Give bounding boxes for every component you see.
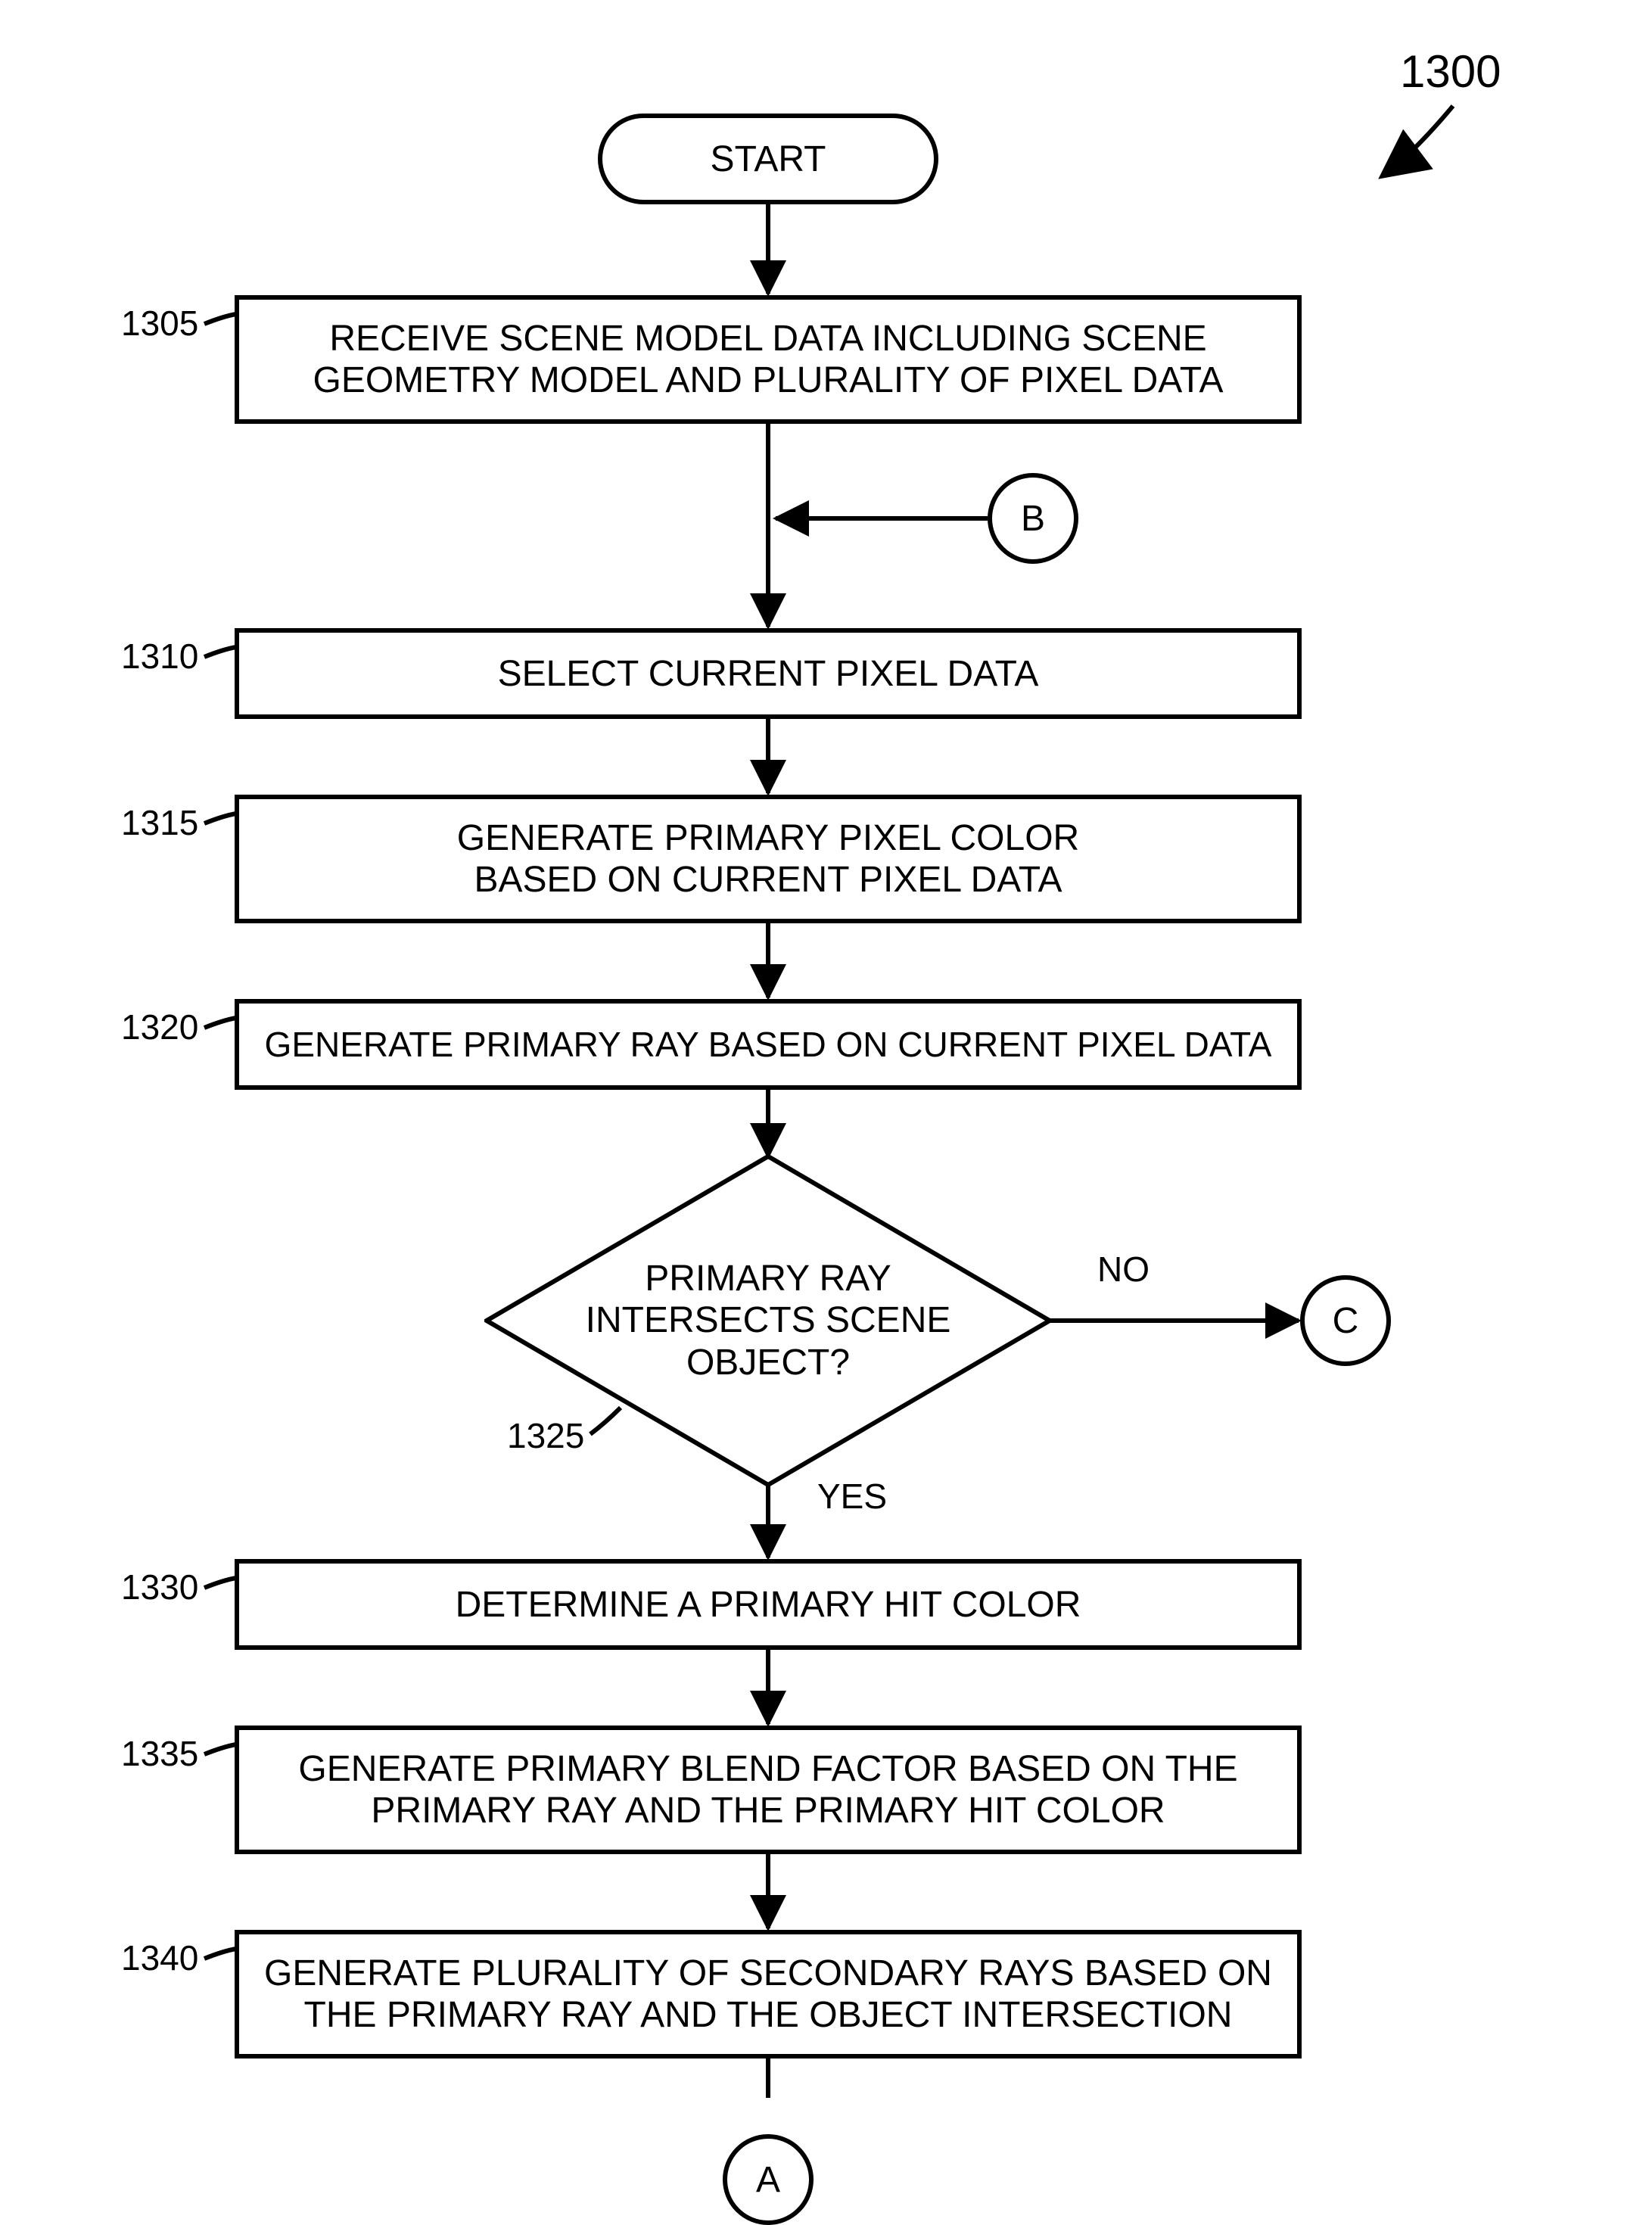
step-1340-text: GENERATE PLURALITY OF SECONDARY RAYS BAS… <box>264 1953 1272 2036</box>
connector-c-text: C <box>1333 1300 1359 1342</box>
step-1335: GENERATE PRIMARY BLEND FACTOR BASED ON T… <box>235 1726 1302 1854</box>
step-1340: GENERATE PLURALITY OF SECONDARY RAYS BAS… <box>235 1930 1302 2059</box>
branch-label-no: NO <box>1097 1249 1150 1290</box>
start-node-text: START <box>711 138 826 180</box>
step-1320: GENERATE PRIMARY RAY BASED ON CURRENT PI… <box>235 999 1302 1090</box>
decision-1325-text: PRIMARY RAY INTERSECTS SCENE OBJECT? <box>495 1258 1042 1383</box>
step-1310: SELECT CURRENT PIXEL DATA <box>235 628 1302 719</box>
step-1330: DETERMINE A PRIMARY HIT COLOR <box>235 1559 1302 1650</box>
branch-label-yes: YES <box>817 1476 887 1517</box>
step-1305: RECEIVE SCENE MODEL DATA INCLUDING SCENE… <box>235 295 1302 424</box>
connector-a: A <box>723 2134 814 2225</box>
step-1335-text: GENERATE PRIMARY BLEND FACTOR BASED ON T… <box>298 1748 1237 1831</box>
connector-b-text: B <box>1021 498 1045 540</box>
step-number-1320: 1320 <box>121 1007 198 1047</box>
step-1315: GENERATE PRIMARY PIXEL COLOR BASED ON CU… <box>235 795 1302 923</box>
step-number-1325: 1325 <box>507 1415 584 1456</box>
step-1305-text: RECEIVE SCENE MODEL DATA INCLUDING SCENE… <box>313 318 1224 401</box>
connector-c: C <box>1300 1275 1391 1366</box>
figure-number-label: 1300 <box>1400 45 1501 98</box>
flowchart-canvas: 1300 START RECEIVE SCENE MODEL DATA INCL… <box>0 0 1652 2098</box>
step-number-1335: 1335 <box>121 1733 198 1774</box>
step-number-1315: 1315 <box>121 802 198 843</box>
step-1320-text: GENERATE PRIMARY RAY BASED ON CURRENT PI… <box>265 1024 1272 1065</box>
connector-a-text: A <box>756 2159 780 2201</box>
step-1330-text: DETERMINE A PRIMARY HIT COLOR <box>456 1584 1081 1626</box>
step-1315-text: GENERATE PRIMARY PIXEL COLOR BASED ON CU… <box>457 817 1079 901</box>
start-node: START <box>598 114 938 204</box>
step-number-1310: 1310 <box>121 636 198 677</box>
step-number-1330: 1330 <box>121 1567 198 1607</box>
connector-b: B <box>988 473 1078 564</box>
step-number-1305: 1305 <box>121 303 198 344</box>
step-1310-text: SELECT CURRENT PIXEL DATA <box>498 653 1039 695</box>
step-number-1340: 1340 <box>121 1937 198 1978</box>
